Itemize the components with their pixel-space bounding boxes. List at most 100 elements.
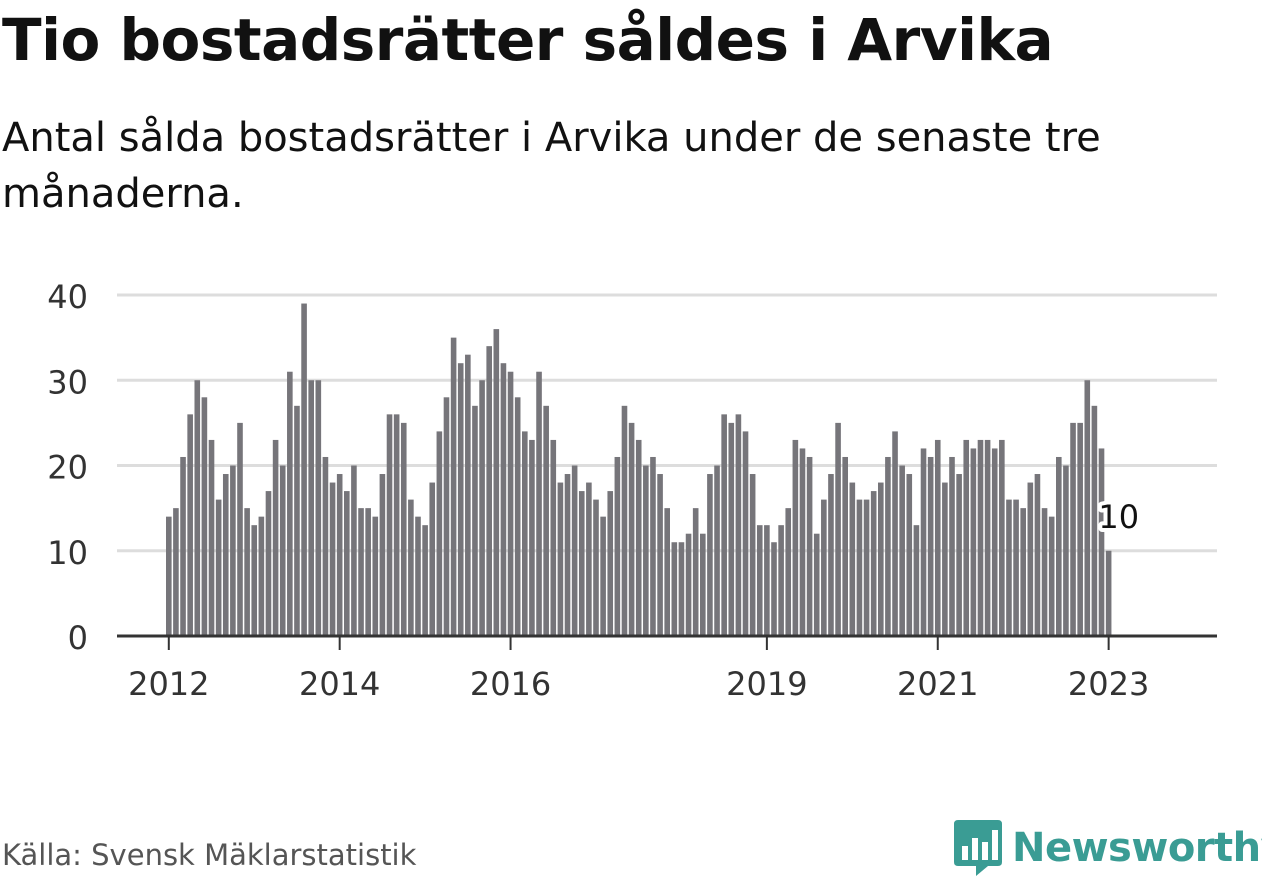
bar <box>180 456 186 636</box>
highlight-value-label: 10 <box>1098 498 1139 536</box>
bar <box>1105 550 1112 636</box>
bar <box>400 422 407 637</box>
bar <box>322 456 329 636</box>
bar <box>344 491 350 636</box>
y-tick-label: 20 <box>47 449 88 487</box>
bar <box>821 499 827 636</box>
x-tick-label: 2014 <box>299 665 380 703</box>
bar <box>358 508 364 637</box>
bar <box>700 533 706 636</box>
bar <box>1013 499 1019 636</box>
bar <box>294 405 300 636</box>
bar <box>664 508 670 637</box>
bar <box>778 525 784 636</box>
bar <box>1063 465 1069 636</box>
brand-logo: Newsworthy <box>952 818 1262 878</box>
bar <box>1084 380 1091 636</box>
bar <box>586 482 592 636</box>
bar <box>408 499 414 636</box>
bar <box>529 439 535 636</box>
bar <box>557 482 564 636</box>
bar <box>443 397 450 636</box>
y-tick-label: 40 <box>47 278 88 316</box>
bar <box>1006 499 1012 636</box>
bar <box>970 448 977 636</box>
bar <box>422 525 428 636</box>
bar <box>813 533 820 636</box>
bar <box>863 499 870 636</box>
bar <box>756 525 763 636</box>
bar <box>721 414 727 636</box>
bar <box>963 439 970 636</box>
bar <box>336 474 343 636</box>
bar <box>1056 456 1062 636</box>
bar <box>215 499 222 636</box>
bar <box>1041 508 1048 637</box>
bar <box>429 482 436 636</box>
bar <box>543 405 549 636</box>
bar <box>678 542 685 636</box>
bar <box>956 474 962 636</box>
bar <box>913 525 920 636</box>
bar <box>607 491 614 636</box>
y-tick-label: 0 <box>68 619 88 657</box>
bar <box>500 363 507 636</box>
chart-title: Tio bostadsrätter såldes i Arvika <box>2 6 1054 74</box>
gridlines <box>117 293 1217 553</box>
bar <box>315 380 322 636</box>
y-tick-label: 10 <box>47 534 88 572</box>
bar <box>479 380 485 636</box>
bar <box>1048 516 1055 636</box>
bar <box>593 499 599 636</box>
bar <box>244 508 250 637</box>
bar <box>984 439 991 636</box>
bar <box>201 397 208 636</box>
bar <box>999 439 1005 636</box>
bar <box>799 448 806 636</box>
bar <box>714 465 720 636</box>
bar <box>977 439 984 636</box>
bar <box>614 456 621 636</box>
bar <box>514 397 521 636</box>
bar <box>265 491 272 636</box>
bar <box>764 525 770 636</box>
bar <box>991 448 998 636</box>
bar <box>635 439 642 636</box>
bars <box>166 303 1112 637</box>
bar <box>906 474 913 636</box>
bar <box>1034 474 1041 636</box>
bar <box>806 456 813 636</box>
bar <box>166 516 172 636</box>
newsworthy-logo-icon <box>954 820 1002 876</box>
bar <box>450 337 457 637</box>
source-note: Källa: Svensk Mäklarstatistik <box>2 838 417 872</box>
bar <box>208 439 215 636</box>
bar <box>685 533 692 636</box>
x-tick-label: 2023 <box>1068 665 1149 703</box>
bar <box>522 431 528 636</box>
bar <box>329 482 336 636</box>
bar <box>222 474 229 636</box>
bar <box>934 439 941 636</box>
bar <box>892 431 898 636</box>
bar <box>899 465 905 636</box>
bar <box>643 465 649 636</box>
bar <box>272 439 279 636</box>
bar <box>472 405 478 636</box>
bar <box>749 474 756 636</box>
x-tick-label: 2012 <box>128 665 209 703</box>
bar <box>1027 482 1034 636</box>
bar <box>571 465 578 636</box>
bar <box>621 405 628 636</box>
x-tick-label: 2019 <box>726 665 807 703</box>
bar <box>771 542 777 636</box>
bar <box>828 474 834 636</box>
bar <box>251 525 258 636</box>
bar <box>493 329 500 636</box>
bar <box>187 414 193 636</box>
bar <box>194 380 201 636</box>
bar <box>600 516 606 636</box>
bar <box>258 516 265 636</box>
bar <box>842 456 848 636</box>
bar <box>792 439 799 636</box>
